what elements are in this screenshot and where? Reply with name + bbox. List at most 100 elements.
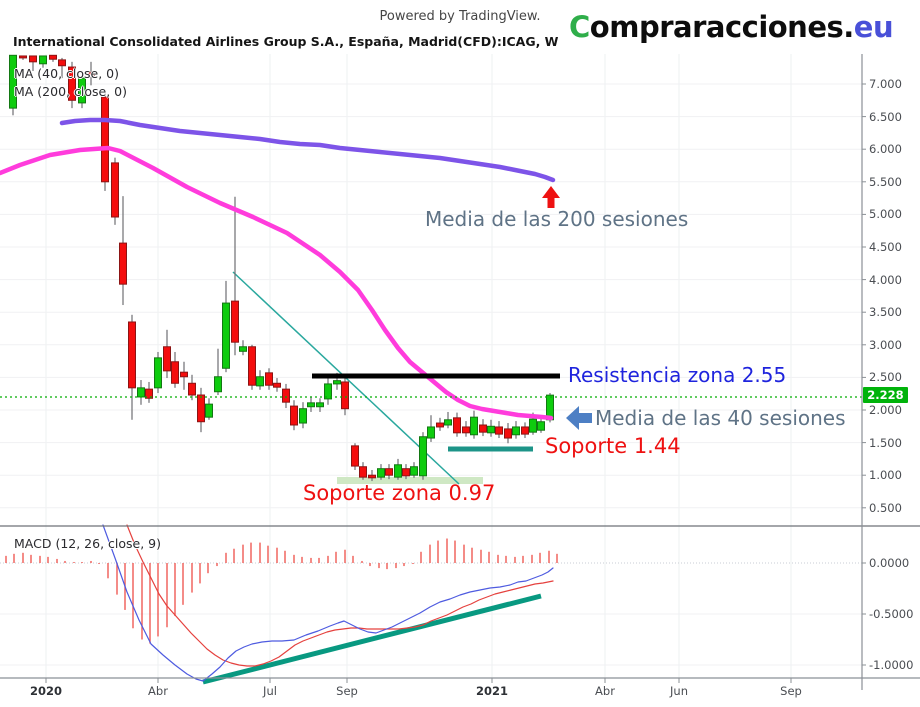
- candle-down: [359, 466, 367, 478]
- price-axis-label: 5.500: [869, 174, 902, 189]
- candle-down: [368, 474, 376, 479]
- candle-up: [214, 376, 222, 393]
- time-axis-label: 2020: [29, 684, 63, 698]
- macd-axis-label: -0.5000: [869, 607, 914, 621]
- candle-down: [521, 426, 529, 435]
- candle-down: [453, 417, 461, 434]
- candle-up: [137, 387, 145, 398]
- site-logo: Compraracciones.eu: [569, 10, 894, 44]
- candle-up: [427, 426, 435, 439]
- ma40-line: [0, 145, 554, 421]
- candle-down: [19, 55, 27, 59]
- price-axis-label: 0.500: [869, 500, 902, 515]
- candle-up: [78, 77, 86, 104]
- price-axis-label: 5.000: [869, 207, 902, 222]
- candle-up: [299, 408, 307, 424]
- ma40-annotation[interactable]: Media de las 40 sesiones: [595, 406, 846, 430]
- candle-down: [290, 405, 298, 426]
- candle-down: [111, 162, 119, 218]
- ma200-line: [59, 117, 556, 183]
- time-axis-label: Sep: [780, 684, 802, 698]
- time-axis-label: Jul: [263, 684, 277, 698]
- logo-letter-c: C: [569, 10, 590, 44]
- candle-down: [273, 382, 281, 388]
- price-axis-label: 4.000: [869, 272, 902, 287]
- time-axis-label: Abr: [595, 684, 615, 698]
- candle-down: [58, 59, 66, 67]
- candle-up: [222, 302, 230, 369]
- candle-down: [49, 54, 57, 60]
- price-axis-label: 6.500: [869, 109, 902, 124]
- time-axis-label: Abr: [148, 684, 168, 698]
- candle-down: [504, 428, 512, 439]
- powered-by-text: Powered by TradingView.: [379, 9, 541, 24]
- candle-down: [231, 300, 239, 343]
- price-axis-label: 2.500: [869, 370, 902, 385]
- candle-down: [282, 388, 290, 403]
- macd-axis-label: 0.0000: [869, 556, 910, 570]
- support-annotation[interactable]: Soporte 1.44: [545, 434, 681, 458]
- candle-down: [87, 71, 95, 77]
- candle-down: [436, 422, 444, 428]
- ma40-legend[interactable]: MA (40, close, 0): [14, 66, 120, 81]
- candle-up: [256, 376, 264, 387]
- candle-down: [163, 346, 171, 372]
- candle-down: [171, 361, 179, 384]
- candle-up: [205, 403, 213, 418]
- candle-down: [68, 66, 76, 101]
- price-axis-label: 3.000: [869, 337, 902, 352]
- candle-down: [101, 96, 109, 183]
- macd-trendline: [202, 593, 542, 685]
- candle-up: [324, 383, 332, 400]
- candle-up: [470, 416, 478, 436]
- blue-left-arrow-icon[interactable]: [566, 406, 592, 430]
- macd-legend[interactable]: MACD (12, 26, close, 9): [14, 536, 161, 551]
- time-axis-label: 2021: [475, 684, 509, 698]
- candle-down: [351, 445, 359, 467]
- macd-axis-label: -1.0000: [869, 658, 914, 672]
- candle-up: [529, 418, 537, 433]
- ma200-legend[interactable]: MA (200, close, 0): [14, 84, 127, 99]
- candle-down: [495, 426, 503, 435]
- candle-up: [333, 380, 341, 385]
- candle-down: [402, 468, 410, 477]
- candle-up: [154, 357, 162, 389]
- candle-up: [316, 402, 324, 408]
- candle-up: [419, 436, 427, 477]
- macd-signal-line: [126, 524, 554, 667]
- price-axis-label: 6.000: [869, 142, 902, 157]
- price-axis-label: 7.000: [869, 77, 902, 91]
- red-up-arrow-icon[interactable]: [542, 186, 560, 208]
- time-axis-label: Sep: [336, 684, 358, 698]
- support-zone-band: [337, 477, 483, 484]
- candle-up: [444, 419, 452, 426]
- macd-main-line: [102, 524, 554, 682]
- candle-down: [29, 55, 37, 63]
- candle-down: [188, 382, 196, 396]
- candle-up: [307, 402, 315, 408]
- candle-up: [9, 54, 17, 109]
- symbol-title: International Consolidated Airlines Grou…: [13, 34, 559, 49]
- candle-up: [377, 468, 385, 478]
- candle-down: [197, 394, 205, 423]
- candle-up: [512, 426, 520, 436]
- price-axis-label: 3.500: [869, 305, 902, 320]
- candle-down: [119, 242, 127, 285]
- candle-up: [239, 346, 247, 352]
- support-zone-annotation[interactable]: Soporte zona 0.97: [303, 481, 496, 505]
- candle-down: [341, 381, 349, 410]
- price-axis-label: 2.000: [869, 403, 902, 417]
- candle-down: [479, 424, 487, 433]
- candle-up: [39, 55, 47, 65]
- candle-up: [394, 464, 402, 478]
- candle-down: [265, 372, 273, 386]
- candle-down: [248, 346, 256, 386]
- time-axis-label: Jun: [670, 684, 688, 698]
- ma200-annotation[interactable]: Media de las 200 sesiones: [425, 207, 689, 231]
- candle-down: [145, 388, 153, 399]
- last-price-tag: 2.228: [863, 387, 908, 403]
- price-axis-label: 1.500: [869, 435, 902, 450]
- resistance-annotation[interactable]: Resistencia zona 2.55: [568, 363, 787, 387]
